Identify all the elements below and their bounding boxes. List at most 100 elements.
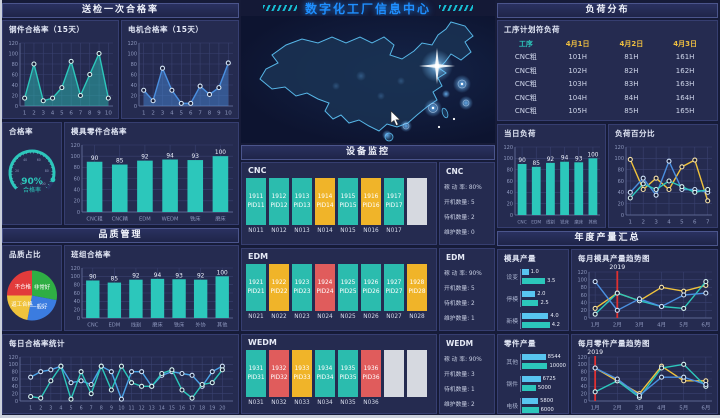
svg-text:1: 1 <box>23 111 27 117</box>
window-edge-left <box>0 0 2 418</box>
machine-unit: 1921 PID21 <box>246 264 266 311</box>
output-value: 5000 <box>537 385 552 391</box>
svg-text:100: 100 <box>40 182 46 186</box>
svg-text:85: 85 <box>116 159 124 165</box>
svg-text:3: 3 <box>49 406 52 412</box>
svg-text:8: 8 <box>208 111 212 117</box>
output-bar <box>522 278 546 284</box>
load-table-row: CNC粗 101H 81H 161H <box>501 51 712 65</box>
svg-text:80: 80 <box>131 62 137 68</box>
load-table-row: CNC粗 104H 84H 164H <box>501 91 712 105</box>
svg-text:20: 20 <box>219 406 225 412</box>
svg-text:非常好: 非常好 <box>34 283 51 291</box>
svg-text:40: 40 <box>12 83 18 89</box>
svg-text:14: 14 <box>159 406 165 412</box>
svg-text:80: 80 <box>581 369 587 375</box>
mold-output-panel: 模具产量 设变 1.0 3.5 停模 2.0 2.5 新模 4.0 4.2 <box>497 249 569 331</box>
load-table-cell: 84H <box>624 93 639 102</box>
svg-text:铣床: 铣床 <box>560 219 569 226</box>
daily-pass-panel: 每日合格率统计 0 20 40 60 80 100 120 1 2 3 4 5 6 7 8 9 10 11 12 13… <box>2 334 239 414</box>
svg-text:80: 80 <box>581 285 587 291</box>
machine-unit: 1916 PID16 <box>361 178 381 225</box>
steel-pass-panel: 钢件合格率（15天） 0 20 40 60 80 100 120 1 2 3 4 5 6 7 8 9 10 <box>2 20 119 119</box>
svg-text:4月: 4月 <box>657 322 666 329</box>
svg-text:0: 0 <box>77 316 80 322</box>
svg-text:40: 40 <box>74 299 80 305</box>
machine-unit <box>407 178 427 225</box>
svg-text:80: 80 <box>74 165 80 171</box>
svg-text:100: 100 <box>70 274 80 280</box>
machine-unit: 1915 PID15 <box>338 178 358 225</box>
svg-text:100: 100 <box>215 150 226 156</box>
machine-n-label: N026 <box>363 314 379 320</box>
stats-group-name: CNC <box>446 167 464 176</box>
machine-unit: 1922 PID22 <box>269 264 289 311</box>
svg-text:100: 100 <box>127 51 137 57</box>
parts-output-chart: 其他 8544 10000 钢件 6725 5000 电极 5800 6000 <box>501 350 566 416</box>
machine-n-label: N034 <box>317 400 333 406</box>
quality-share-pie: 非常好 一般好 返工合格 不合格 <box>4 260 60 329</box>
svg-text:92: 92 <box>197 274 205 280</box>
svg-text:20: 20 <box>618 201 624 207</box>
gauge-panel-title: 合格率 <box>9 127 33 136</box>
svg-text:80: 80 <box>12 62 18 68</box>
svg-text:6月: 6月 <box>701 405 710 412</box>
load-table-cell: 164H <box>675 93 695 102</box>
machine-group-name: CNC <box>248 166 267 175</box>
svg-text:外协: 外协 <box>195 321 206 329</box>
machine-unit: 1928 PID28 <box>407 264 427 311</box>
svg-text:93: 93 <box>175 273 183 279</box>
svg-text:0: 0 <box>15 399 18 405</box>
load-table-row: CNC粗 102H 82H 162H <box>501 64 712 78</box>
svg-text:100: 100 <box>577 362 587 368</box>
svg-text:60: 60 <box>581 377 587 383</box>
parts-trend-chart: 0 20 40 60 80 100 120 1月 2月 3月 4月 5月 6月 2019 <box>573 349 716 412</box>
mold-parts-pass-chart: 0 20 40 60 80 100 120 CNC粗 CNC精 EDM WEDM 铣床 磨床 90 85 92… <box>66 137 237 223</box>
machine-n-label: N016 <box>363 228 379 234</box>
output-value: 2.0 <box>537 291 546 297</box>
svg-text:0: 0 <box>621 213 624 219</box>
team-chart-title: 班组合格率 <box>71 250 111 259</box>
day-load-chart: 0 20 40 60 80 100 120 CNC EDM 线割 铣床 磨床 其他 90 85 92 94 93 1… <box>499 139 604 226</box>
svg-text:3月: 3月 <box>635 405 644 412</box>
load-table-header-cell: 4月1日 <box>565 39 590 48</box>
machine-n-label: N024 <box>317 314 333 320</box>
machine-n-labels: N011 N012 N013 N014 N015 N016 N017 <box>246 228 432 234</box>
svg-text:60: 60 <box>37 158 41 162</box>
svg-text:60: 60 <box>74 291 80 297</box>
output-bar <box>522 376 541 382</box>
svg-text:3月: 3月 <box>635 322 644 329</box>
load-table-cell: 105H <box>568 107 587 116</box>
output-value: 6725 <box>542 376 556 382</box>
svg-text:18: 18 <box>199 406 205 412</box>
svg-text:8: 8 <box>100 406 103 412</box>
svg-text:一般好: 一般好 <box>31 302 48 310</box>
mold-parts-pass-panel: 模具零件合格率 0 20 40 60 80 100 120 CNC粗 CNC精 EDM WEDM 铣床… <box>64 122 239 225</box>
svg-text:100: 100 <box>614 156 624 162</box>
svg-text:40: 40 <box>131 83 137 89</box>
svg-text:铣床: 铣床 <box>174 321 185 329</box>
svg-text:100: 100 <box>217 270 228 276</box>
daily-pass-chart: 0 20 40 60 80 100 120 1 2 3 4 5 6 7 8 9 10 11 12 13 14 15 16 17… <box>4 349 237 412</box>
svg-text:EDM: EDM <box>108 323 120 329</box>
svg-text:10: 10 <box>105 111 112 117</box>
svg-text:1月: 1月 <box>591 405 600 412</box>
mold-output-chart: 设变 1.0 3.5 停模 2.0 2.5 新模 4.0 4.2 <box>501 265 566 331</box>
stat-line: 稼 动 率: 90% <box>444 271 482 277</box>
svg-text:其他: 其他 <box>217 321 227 329</box>
equipment-group-wedm: WEDM 1931 PID31 1932 PID32 1933 PID33 1934 PID3… <box>241 334 437 414</box>
machine-n-label <box>407 400 427 406</box>
svg-text:120: 120 <box>577 270 587 276</box>
svg-text:2月: 2月 <box>613 405 622 412</box>
svg-text:90: 90 <box>91 156 99 162</box>
svg-text:1: 1 <box>29 406 32 412</box>
machine-n-labels: N021 N022 N023 N024 N025 N026 N027 N028 <box>246 314 432 320</box>
mold-trend-panel: 每月模具产量趋势图 0 20 40 60 80 100 120 1月 2月 3月 4月 5月 6月 201… <box>571 249 718 331</box>
svg-text:2: 2 <box>39 406 42 412</box>
svg-text:60: 60 <box>12 377 18 383</box>
machine-group-name: WEDM <box>248 338 277 347</box>
parts-trend-panel: 每月零件产量趋势图 0 20 40 60 80 100 120 1月 2月 3月 4月 5月 6月 201… <box>571 334 718 414</box>
svg-text:0: 0 <box>510 213 513 219</box>
machine-unit: 1923 PID23 <box>292 264 312 311</box>
svg-text:40: 40 <box>74 187 80 193</box>
